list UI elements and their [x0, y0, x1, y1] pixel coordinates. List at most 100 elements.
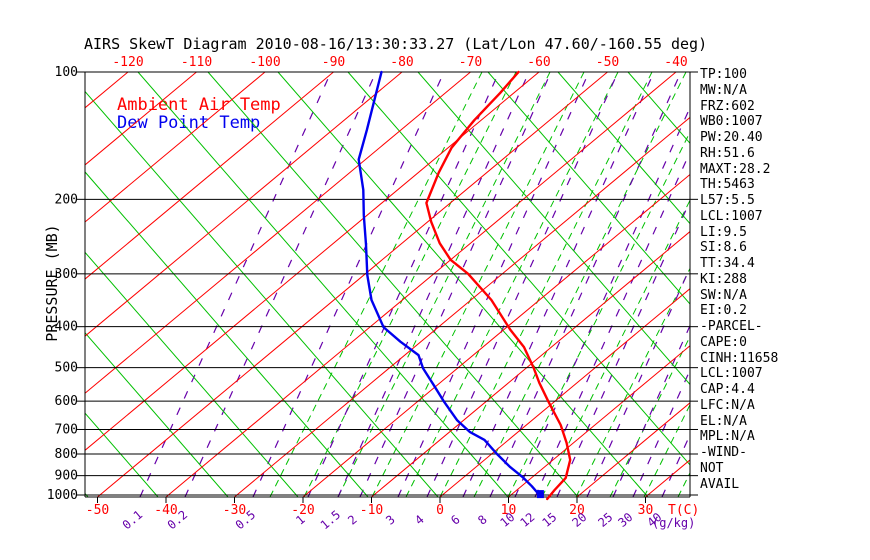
stat-line: FRZ:602	[700, 98, 755, 114]
mixing-ratio-line	[489, 72, 682, 497]
dry-adiabat-line	[487, 72, 690, 305]
stat-line: L57:5.5	[700, 193, 755, 208]
mixing-ratio-lines-group	[139, 72, 690, 497]
bottom-temp-tick-label: -50	[86, 503, 109, 518]
stat-line: CAPE:0	[700, 334, 747, 350]
mixing-ratio-tick-label: 0.1	[120, 508, 146, 533]
stat-line: CINH:11658	[700, 350, 779, 366]
stat-line: TH:5463	[700, 177, 755, 193]
legend-dew-point-temp: Dew Point Temp	[117, 113, 261, 133]
mixing-ratio-tick-label: 30	[615, 510, 635, 530]
isotherm-line	[439, 288, 690, 497]
mixing-ratio-line	[632, 368, 690, 497]
stat-line: TP:100	[700, 67, 747, 82]
pressure-lines-group	[77, 71, 698, 503]
isotherm-line	[85, 72, 266, 223]
mixing-ratio-tick-label: 15	[539, 510, 559, 530]
mixing-ratio-line	[337, 72, 530, 497]
isotherm-line	[576, 402, 690, 497]
stat-line: -WIND-	[700, 445, 747, 460]
stat-line: AVAIL	[700, 476, 740, 492]
isotherms-group	[85, 72, 690, 497]
mixing-ratio-line	[514, 106, 690, 497]
mixing-ratio-tick-label: 2	[345, 512, 360, 527]
isotherm-line	[85, 72, 403, 337]
mixing-ratio-tick-label: 25	[595, 510, 615, 530]
top-temp-tick-label: -110	[181, 55, 212, 70]
moist-adiabats-group	[269, 72, 690, 497]
stat-line: WB0:1007	[700, 114, 763, 130]
mixing-ratio-line	[252, 72, 445, 497]
pressure-tick-label: 200	[55, 192, 78, 207]
isotherm-line	[85, 72, 197, 166]
mixing-ratio-line	[534, 150, 690, 497]
top-temp-tick-label: -40	[664, 55, 687, 70]
dry-adiabat-line	[85, 171, 369, 497]
mixing-ratio-line	[462, 72, 655, 497]
dry-adiabats-group	[85, 72, 690, 497]
bottom-temp-tick-label: -20	[291, 503, 314, 518]
isotherm-line	[234, 116, 690, 497]
bottom-temp-tick-label: 10	[501, 503, 517, 518]
stat-line: PW:20.40	[700, 130, 763, 145]
top-temp-tick-label: -70	[459, 55, 482, 70]
isotherm-line	[371, 230, 690, 497]
mixing-ratio-line	[556, 199, 690, 497]
pressure-tick-label: 300	[55, 267, 78, 282]
ambient-temp-curve	[425, 70, 572, 501]
stat-line: SI:8.6	[700, 240, 747, 256]
stats-panel: TP:100 MW:N/A FRZ:602 WB0:1007 PW:20.40 RH:51…	[700, 67, 778, 492]
top-temp-tick-label: -120	[112, 55, 143, 70]
mixing-ratio-tick-label: 12	[517, 510, 537, 530]
dry-adiabat-line	[277, 72, 649, 497]
isotherm-line	[302, 173, 690, 497]
stat-line: RH:51.6	[700, 145, 755, 161]
moist-adiabat-line	[303, 72, 517, 497]
bottom-temp-tick-label: -30	[223, 503, 246, 518]
dry-adiabat-line	[85, 331, 229, 497]
stat-line: MAXT:28.2	[700, 161, 771, 177]
mixing-ratio-line	[426, 72, 619, 497]
stat-line: CAP:4.4	[700, 382, 755, 397]
moist-adiabat-line	[269, 72, 483, 497]
stat-line: LFC:N/A	[700, 397, 755, 413]
pressure-tick-label: 500	[55, 361, 78, 376]
mixing-ratio-line	[612, 324, 690, 497]
axis-labels-group: -120 -110 -100 -90 -80 -70 -60 -50 -40-50 -40 -30-…	[47, 55, 700, 532]
isotherm-line	[85, 72, 334, 280]
stat-line: MPL:N/A	[700, 429, 755, 445]
top-temp-tick-label: -100	[249, 55, 280, 70]
top-temp-tick-label: -90	[322, 55, 345, 70]
mixing-ratio-line	[139, 72, 332, 497]
top-temp-tick-label: -80	[390, 55, 413, 70]
stat-line: EI:0.2	[700, 303, 747, 319]
moist-adiabat-line	[405, 72, 619, 497]
bottom-temp-tick-label: 30	[638, 503, 654, 518]
pressure-tick-label: 900	[55, 469, 78, 484]
pressure-tick-label: 800	[55, 447, 78, 462]
mixing-ratio-tick-label: 6	[448, 512, 463, 527]
mixing-ratio-line	[184, 72, 377, 497]
stat-line: LCL:1007	[700, 208, 763, 224]
chart-title: AIRS SkewT Diagram 2010-08-16/13:30:33.2…	[84, 35, 708, 53]
stat-line: NOT	[700, 460, 724, 476]
stat-line: KI:288	[700, 271, 747, 287]
stat-line: LI:9.5	[700, 224, 747, 240]
stat-line: MW:N/A	[700, 82, 747, 98]
isotherm-line	[97, 72, 608, 497]
dew-point-end-marker	[536, 490, 544, 499]
dry-adiabat-line	[417, 72, 690, 386]
dry-adiabat-line	[85, 251, 299, 497]
top-temp-tick-label: -60	[527, 55, 550, 70]
pressure-tick-label: 400	[55, 320, 78, 335]
pressure-tick-label: 1000	[47, 488, 78, 503]
mixing-ratio-line	[307, 72, 500, 497]
bottom-temp-tick-label: 20	[569, 503, 585, 518]
pressure-tick-label: 600	[55, 394, 78, 409]
stat-line: TT:34.4	[700, 256, 755, 271]
bottom-temp-tick-label: -10	[360, 503, 383, 518]
isotherm-line	[165, 72, 677, 497]
stat-line: SW:N/A	[700, 287, 747, 303]
